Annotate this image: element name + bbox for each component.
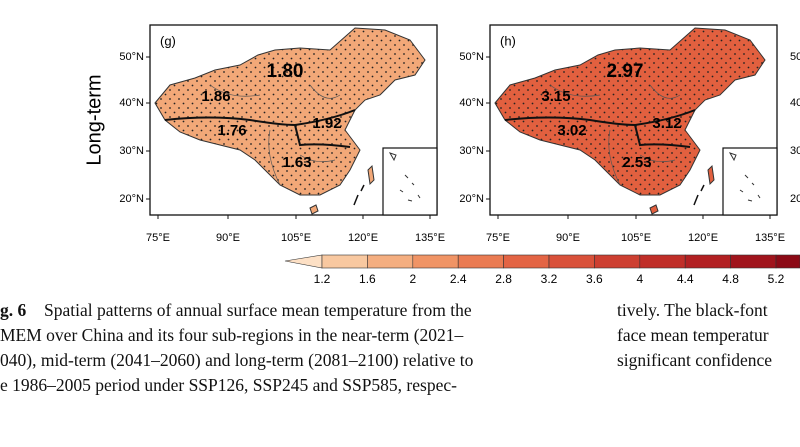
map-panel: (h) 2.97 3.15 3.02 3.12 2.53 50°N 40°N 30°N 20°N 7… [459, 24, 785, 244]
map-panel: (g) 1.80 1.86 1.76 1.92 1.63 50°N 40°N 30°N 20°N 7… [119, 24, 445, 244]
lon-label: 135°E [755, 232, 785, 244]
lon-label: 90°E [556, 232, 580, 244]
colorbar-segment [594, 254, 641, 269]
lon-label: 75°E [486, 232, 510, 244]
colorbar-segment [730, 254, 777, 269]
panel-tag: (g) [160, 33, 176, 48]
caption-line: e 1986–2005 period under SSP126, SSP245 … [0, 375, 457, 395]
region-value: 3.02 [557, 122, 586, 139]
colorbar-label: 1.2 [314, 272, 331, 286]
lat-label: 30°N [119, 145, 144, 157]
colorbar-segment [284, 254, 323, 269]
caption-line: MEM over China and its four sub-regions … [0, 325, 464, 345]
lat-label: 50°N [790, 51, 800, 63]
caption-line: face mean temperatur [617, 325, 769, 345]
caption-line: tively. The black-font [617, 300, 768, 320]
region-value: 3.15 [541, 88, 570, 105]
lat-label: 40°N [119, 97, 144, 109]
colorbar-label: 2 [409, 272, 416, 286]
lat-label: 50°N [119, 51, 144, 63]
colorbar-segment [639, 254, 686, 269]
colorbar-segment [457, 254, 504, 269]
lat-label: 40°N [790, 97, 800, 109]
lat-label: 20°N [459, 193, 484, 205]
lon-label: 120°E [688, 232, 718, 244]
colorbar-label: 2.4 [450, 272, 467, 286]
colorbar-label: 3.6 [586, 272, 603, 286]
lon-label: 120°E [348, 232, 378, 244]
lon-label: 135°E [415, 232, 445, 244]
region-value: 1.63 [282, 154, 311, 171]
colorbar-segment [503, 254, 550, 269]
lat-label: 30°N [459, 145, 484, 157]
caption-line: 040), mid-term (2041–2060) and long-term… [0, 350, 474, 370]
lat-label: 50°N [459, 51, 484, 63]
panel-tag: (h) [500, 33, 516, 48]
colorbar-segment [321, 254, 368, 269]
lat-label: 40°N [459, 97, 484, 109]
colorbar-segment [775, 254, 800, 269]
region-value: 2.53 [622, 154, 651, 171]
colorbar-label: 4 [636, 272, 643, 286]
lon-label: 105°E [621, 232, 651, 244]
colorbar-segment [412, 254, 459, 269]
lon-label: 105°E [281, 232, 311, 244]
colorbar-segment [367, 254, 414, 269]
colorbar-label: 4.4 [677, 272, 694, 286]
lon-label: 90°E [216, 232, 240, 244]
colorbar-label: 2.8 [495, 272, 512, 286]
lon-label: 75°E [146, 232, 170, 244]
lat-label: 20°N [119, 193, 144, 205]
region-value: 1.76 [217, 122, 246, 139]
caption-line: Spatial patterns of annual surface mean … [44, 300, 472, 320]
row-label: Long-term [83, 74, 105, 165]
lat-label: 20°N [790, 193, 800, 205]
caption-line: significant confidence [617, 350, 772, 370]
national-value: 2.97 [607, 61, 644, 82]
figure-label: g. 6 [0, 300, 27, 320]
colorbar-label: 1.6 [359, 272, 376, 286]
colorbar-label: 3.2 [541, 272, 558, 286]
colorbar-segment [548, 254, 595, 269]
colorbar-label: 5.2 [768, 272, 785, 286]
lat-label: 30°N [790, 145, 800, 157]
region-value: 1.86 [201, 88, 230, 105]
colorbar-label: 4.8 [722, 272, 739, 286]
region-value: 3.12 [652, 115, 681, 132]
national-value: 1.80 [267, 61, 304, 82]
colorbar-segment [684, 254, 731, 269]
region-value: 1.92 [312, 115, 341, 132]
